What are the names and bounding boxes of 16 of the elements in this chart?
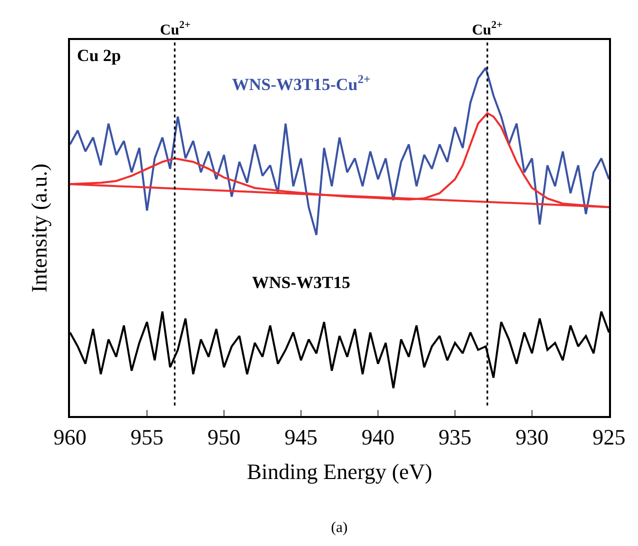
- x-tick-label: 935: [438, 424, 472, 450]
- x-tick-label: 930: [516, 424, 548, 450]
- text: WNS-W3T15: [252, 273, 350, 292]
- x-tick-label: 945: [284, 424, 318, 450]
- x-tick-label: 940: [362, 424, 394, 450]
- ref-line-label: Cu$^{2+}$: [160, 20, 190, 38]
- x-axis-title: Binding Energy (eV): [246, 458, 432, 484]
- text: WNS-W3T15-Cu$^{2+}$: [232, 72, 371, 94]
- text: (a): [331, 520, 348, 536]
- x-tick-label: 950: [208, 424, 240, 450]
- x-tick-label: 925: [592, 424, 626, 450]
- x-tick-label: 955: [130, 424, 164, 450]
- text: Cu 2p: [77, 46, 121, 65]
- y-axis-title: Intensity (a.u.): [26, 164, 52, 292]
- ref-line-label: Cu$^{2+}$: [472, 20, 502, 38]
- x-tick-label: 960: [54, 424, 86, 450]
